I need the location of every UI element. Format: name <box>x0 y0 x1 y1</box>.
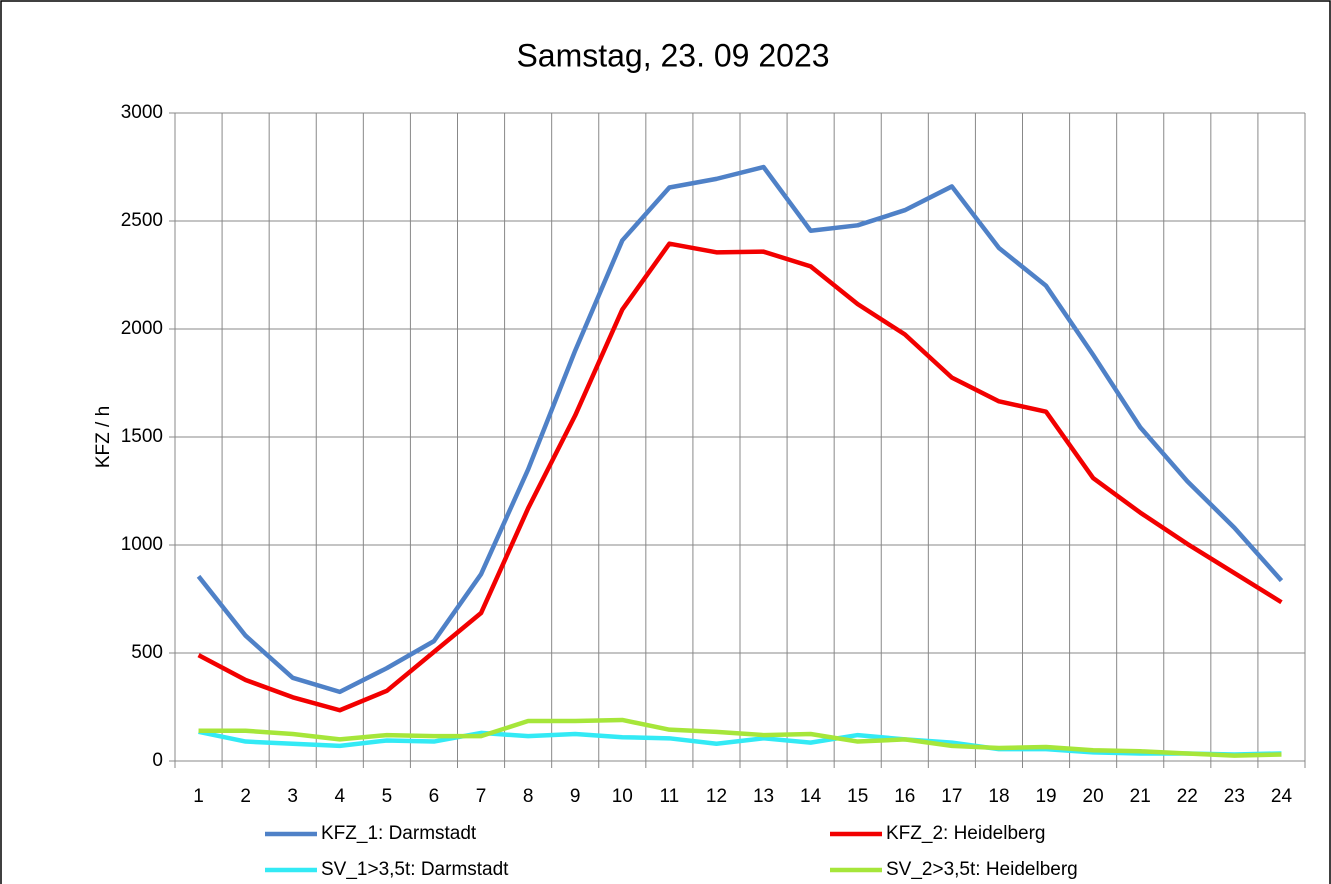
series-line <box>198 717 1282 758</box>
y-tick-label: 2500 <box>121 210 163 231</box>
x-tick-label: 21 <box>1130 786 1151 807</box>
x-tick-label: 9 <box>570 786 581 807</box>
x-tick-label: 5 <box>382 786 393 807</box>
x-tick-label: 15 <box>847 786 868 807</box>
chart-title: Samstag, 23. 09 2023 <box>516 37 829 73</box>
x-tick-label: 18 <box>988 786 1009 807</box>
x-tick-label: 11 <box>660 786 680 807</box>
x-tick-label: 6 <box>429 786 440 807</box>
series-line <box>197 241 1283 713</box>
x-tick-label: 24 <box>1271 786 1293 807</box>
x-tick-label: 20 <box>1083 786 1104 807</box>
x-tick-label: 8 <box>523 786 534 807</box>
x-tick-label: 2 <box>240 786 251 807</box>
series-line <box>196 164 1284 695</box>
legend-label: SV_1>3,5t: Darmstadt <box>321 859 509 880</box>
x-tick-label: 4 <box>335 786 346 807</box>
y-tick-label: 3000 <box>121 102 163 123</box>
x-tick-label: 10 <box>612 786 633 807</box>
x-tick-label: 19 <box>1035 786 1056 807</box>
x-tick-label: 13 <box>753 786 774 807</box>
x-tick-label: 23 <box>1224 786 1245 807</box>
x-tick-label: 22 <box>1177 786 1198 807</box>
legend-label: KFZ_2: Heidelberg <box>886 823 1045 844</box>
x-tick-label: 14 <box>800 786 822 807</box>
legend-label: SV_2>3,5t: Heidelberg <box>886 859 1078 880</box>
y-tick-label: 0 <box>152 750 163 771</box>
legend-label: KFZ_1: Darmstadt <box>321 823 477 844</box>
y-tick-label: 1500 <box>121 426 163 447</box>
x-tick-label: 16 <box>894 786 915 807</box>
y-tick-label: 500 <box>131 642 163 663</box>
x-tick-label: 7 <box>476 786 487 807</box>
x-tick-label: 17 <box>941 786 962 807</box>
x-tick-label: 3 <box>287 786 298 807</box>
y-tick-label: 1000 <box>121 534 163 555</box>
y-axis-label: KFZ / h <box>93 406 114 468</box>
y-tick-label: 2000 <box>121 318 163 339</box>
x-tick-label: 12 <box>706 786 727 807</box>
x-tick-label: 1 <box>193 786 204 807</box>
